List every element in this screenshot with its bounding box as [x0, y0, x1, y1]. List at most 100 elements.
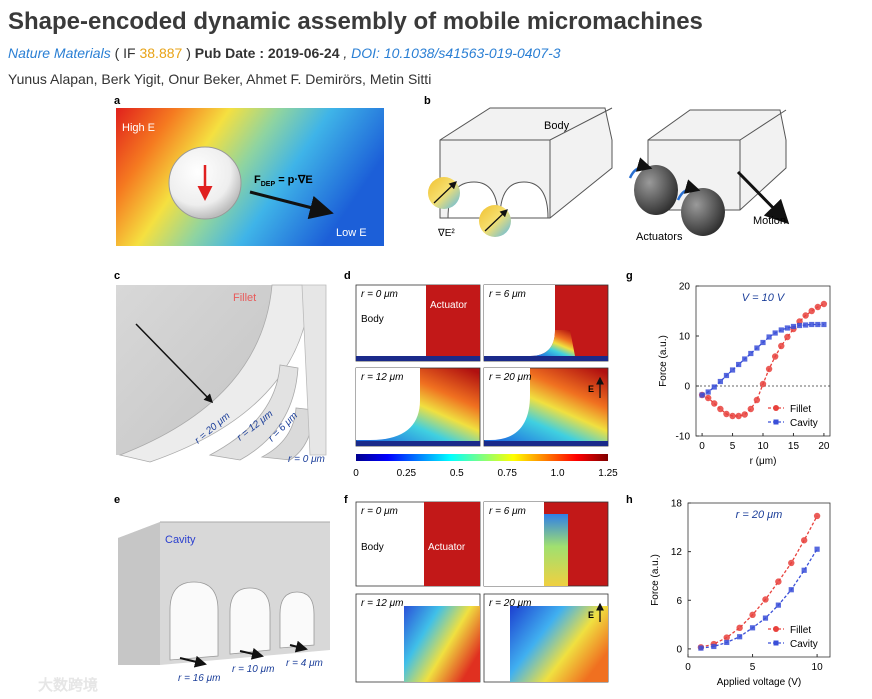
meta-separator: ,: [339, 45, 352, 61]
chart-h: h 0 5 10 0 6 12 18 Applied voltage (V) Force (a.…: [626, 494, 831, 688]
panel-a: a High E FDEP = p·∇E Low E: [114, 95, 384, 246]
data-point-cavity: [796, 322, 803, 329]
y-tick-label: 12: [671, 547, 683, 558]
data-point-cavity: [723, 372, 730, 379]
y-tick-label: 6: [676, 596, 682, 607]
x-tick-label: 20: [818, 441, 830, 452]
d-sim-r20: r = 20 μm E: [483, 367, 609, 447]
data-point-cavity: [821, 321, 827, 328]
data-point-cavity: [729, 367, 736, 373]
data-point-fillet: [736, 624, 743, 632]
if-close: ): [182, 45, 195, 61]
data-point-cavity: [772, 330, 778, 336]
cavity-label: Cavity: [165, 534, 196, 546]
legend-label: Fillet: [790, 404, 811, 415]
colorbar-tick-label: 1.25: [598, 468, 618, 479]
d-sim-r6: r = 6 μm: [483, 284, 609, 362]
data-point-fillet: [759, 380, 767, 388]
x-tick-label: 0: [685, 662, 691, 673]
r0-label: r = 0 μm: [288, 454, 325, 465]
data-point-fillet: [762, 596, 769, 603]
panel-h-letter: h: [626, 494, 633, 506]
data-point-fillet: [820, 300, 828, 308]
r10-label: r = 10 μm: [232, 664, 274, 675]
series-line-cavity: [700, 548, 818, 649]
panel-a-field-map: [116, 108, 384, 246]
panel-g-letter: g: [626, 270, 633, 282]
colorbar-tick-label: 0.5: [450, 468, 464, 479]
data-point-cavity: [778, 327, 784, 333]
data-point-cavity: [705, 389, 711, 395]
svg-text:Actuator: Actuator: [428, 542, 466, 553]
data-point-cavity: [775, 602, 781, 608]
legend-marker: [773, 640, 779, 646]
cavity-4: [279, 591, 315, 649]
data-point-cavity: [698, 645, 704, 651]
data-point-cavity: [754, 345, 760, 351]
data-point-fillet: [704, 394, 712, 402]
svg-text:E: E: [588, 610, 594, 620]
panel-c-letter: c: [114, 270, 120, 282]
actuator-sphere-1: [634, 165, 678, 215]
chart-g: g 0 5 10 15 20 -10 0 10 20 r (μm) Force (a.u.) V = …: [626, 270, 831, 467]
fillet-surface-20: [118, 284, 311, 463]
data-point-cavity: [766, 334, 772, 340]
svg-text:E: E: [588, 384, 594, 394]
legend-label: Cavity: [790, 418, 818, 429]
colorbar-tick-label: 0.25: [397, 468, 417, 479]
data-point-fillet: [771, 353, 779, 360]
data-point-cavity: [699, 392, 705, 398]
colorbar: [356, 454, 608, 461]
chart-annotation: V = 10 V: [742, 292, 786, 304]
data-point-cavity: [742, 356, 748, 362]
data-point-fillet: [808, 307, 815, 315]
svg-text:r = 0 μm: r = 0 μm: [361, 289, 398, 300]
panel-c: c Fillet r = 20 μm r = 12 μm r = 6 μm r …: [114, 270, 327, 465]
data-point-cavity: [784, 325, 790, 331]
x-tick-label: 0: [699, 441, 705, 452]
data-point-fillet: [784, 333, 791, 341]
fillet-body: [116, 285, 272, 455]
y-tick-label: 0: [676, 644, 682, 655]
x-tick-label: 5: [750, 662, 756, 673]
data-point-fillet: [814, 303, 822, 311]
impact-factor: 38.887: [139, 45, 183, 61]
f-sim-r6: r = 6 μm: [483, 501, 609, 587]
panel-e-letter: e: [114, 494, 120, 506]
body-label: Body: [544, 120, 570, 132]
watermark: 大数跨境: [38, 676, 98, 694]
r16-label: r = 16 μm: [178, 673, 220, 684]
cavity-10: [229, 587, 271, 655]
panel-d: d r = 0 μm Body Actuator r = 6 μm r = 12…: [344, 270, 618, 479]
y-tick-label: 0: [684, 382, 690, 393]
x-tick-label: 10: [812, 662, 824, 673]
data-point-cavity: [803, 322, 809, 328]
data-point-fillet: [802, 312, 809, 319]
legend-marker: [773, 405, 779, 411]
panel-a-letter: a: [114, 95, 121, 107]
fillet-surface-12: [208, 364, 299, 461]
legend-label: Fillet: [790, 625, 811, 636]
y-tick-label: 10: [679, 332, 691, 343]
data-point-fillet: [741, 411, 748, 418]
d-sim-r0: r = 0 μm Body Actuator: [355, 284, 481, 362]
legend-marker: [773, 626, 779, 632]
svg-text:r = 0 μm: r = 0 μm: [361, 506, 398, 517]
if-open: ( IF: [110, 45, 140, 61]
f-sim-r0: r = 0 μm Body Actuator: [355, 501, 481, 587]
panel-f-letter: f: [344, 494, 348, 506]
data-point-fillet: [788, 559, 795, 567]
data-point-cavity: [809, 321, 815, 328]
actuator-sphere-2: [681, 188, 725, 236]
svg-text:r = 6 μm: r = 6 μm: [489, 289, 526, 300]
journal-link[interactable]: Nature Materials: [8, 45, 111, 61]
data-point-fillet: [778, 342, 785, 350]
svg-text:r = 20 μm: r = 20 μm: [489, 598, 531, 609]
data-point-fillet: [717, 405, 724, 413]
data-point-fillet: [723, 634, 730, 641]
y-tick-label: -10: [676, 432, 691, 443]
panel-f: f r = 0 μm Body Actuator r = 6 μm r = 12…: [344, 494, 609, 683]
doi-link[interactable]: DOI: 10.1038/s41563-019-0407-3: [351, 45, 561, 61]
data-point-fillet: [775, 578, 782, 585]
